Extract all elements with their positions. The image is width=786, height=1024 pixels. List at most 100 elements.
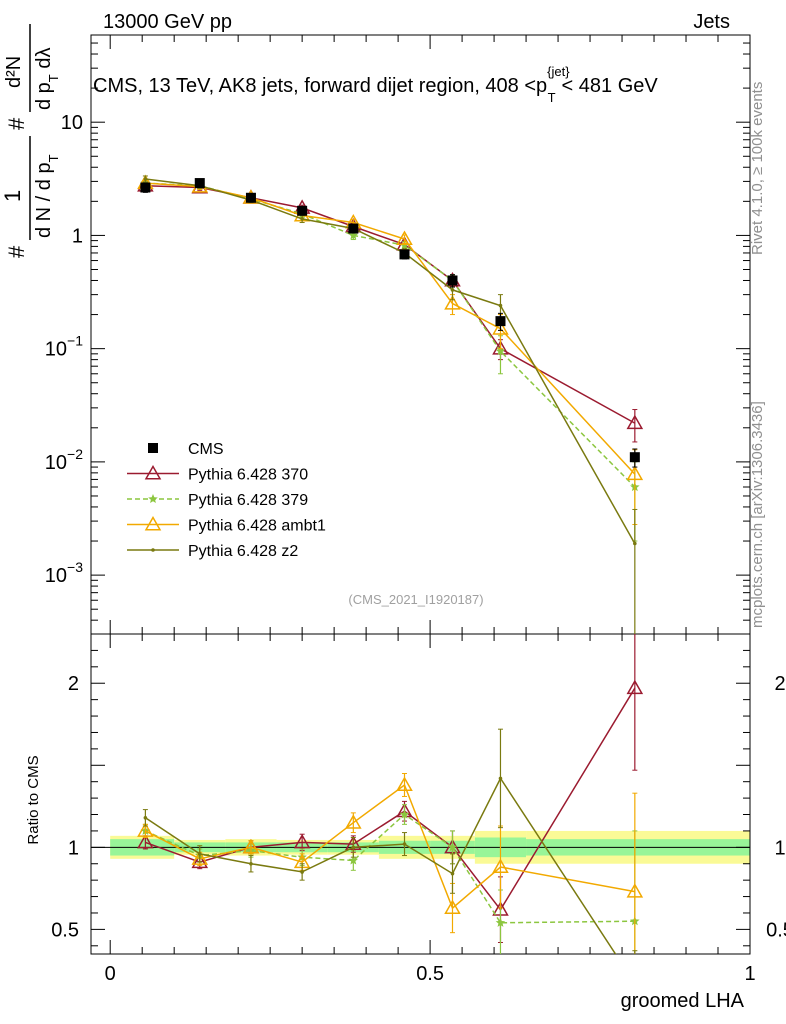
ratio-point-ambt1 [345,814,362,829]
ratio-point-p379 [447,842,458,852]
ratio-point-p370 [137,833,154,849]
main-ytick-label: 1 [72,225,83,247]
legend-item-z2: Pythia 6.428 z2 [127,543,298,560]
main-point-p379 [348,230,359,240]
svg-text:#: # [4,117,29,130]
main-point-p379 [495,346,506,356]
legend-item-p370: Pythia 6.428 370 [127,464,308,484]
header-right: Jets [693,11,730,33]
axis-ticks: 10−3 10−2 10−1 1 10 0 0.5 1 0.5 0.5 1 1 2 2 [45,35,786,985]
ratio-series-z2 [142,728,638,986]
ratio-point-p379 [399,809,410,819]
legend-marker-data [148,443,158,453]
main-point-data [140,182,151,193]
svg-text:d N / d pT: d N / d pT [33,154,61,238]
ratio-point-z2 [300,870,304,874]
ratio-point-z2 [143,815,148,820]
ratio-ytick-label-right: 0.5 [766,919,786,941]
main-point-z2 [143,177,148,181]
main-point-data [194,178,205,189]
main-point-z2 [633,541,637,546]
legend: CMS Pythia 6.428 370 Pythia 6.428 379 Pythi… [127,441,326,560]
mcplots-label: mcplots.cern.ch [arXiv:1306.3436] [749,401,766,628]
main-series-p370 [137,177,644,443]
ratio-panel-frame [90,633,751,955]
ratio-point-ambt1 [396,776,413,791]
legend-label-z2: Pythia 6.428 z2 [188,543,298,560]
legend-marker-ambt1 [144,515,162,531]
ratio-point-ambt1 [444,899,461,915]
ratio-point-z2 [498,776,503,781]
main-line-ambt1 [145,182,636,475]
legend-item-p379: Pythia 6.428 379 [127,492,308,509]
main-point-data [245,192,256,203]
ratio-line-p379 [145,813,635,924]
main-point-data [399,249,410,260]
main-point-ambt1 [626,465,644,481]
rivet-label: Rivet 4.1.0, ≥ 100k events [749,82,766,255]
ratio-ylabel: Ratio to CMS [25,755,42,844]
ratio-point-z2 [402,842,407,846]
main-point-z2 [498,303,503,308]
legend-marker-p370 [144,464,162,480]
main-series-data [140,178,640,468]
ratio-point-z2 [249,861,253,866]
main-point-z2 [300,217,304,221]
ratio-point-z2 [197,852,202,856]
ratio-point-ambt1 [242,838,260,854]
main-ytick-label: 10−3 [45,559,83,587]
ratio-ytick-label-right: 2 [774,673,785,695]
main-point-ambt1 [492,320,509,335]
main-point-ambt1 [444,295,461,310]
svg-text:1: 1 [0,190,25,202]
main-point-ambt1 [396,230,413,245]
legend-marker-z2 [151,548,155,552]
main-point-data [348,223,359,234]
ratio-point-ambt1 [492,858,509,874]
ratio-ytick-label: 0.5 [51,919,79,941]
ratio-point-p379 [495,917,506,927]
ratio-series-ambt1 [137,772,644,954]
legend-marker-p379 [148,494,158,503]
ratio-xtick-label: 1 [744,963,755,985]
legend-label-ambt1: Pythia 6.428 ambt1 [188,518,326,535]
legend-label-data: CMS [188,441,224,458]
svg-text:d pT dλ: d pT dλ [33,48,61,110]
ratio-point-z2 [633,982,637,986]
ratio-point-ambt1 [137,822,154,837]
main-point-z2 [450,288,455,292]
ratio-point-p379 [348,855,359,865]
main-point-data [447,275,458,286]
legend-label-p379: Pythia 6.428 379 [188,492,308,509]
ratio-point-z2 [351,845,356,850]
svg-text:#: # [4,245,29,258]
legend-item-ambt1: Pythia 6.428 ambt1 [127,515,326,535]
ratio-series-group [137,634,644,986]
main-line-p370 [145,184,636,424]
ratio-point-ambt1 [626,883,644,898]
main-ylabel: # 1 d N / d pT # d²N d pT dλ [0,24,61,258]
xlabel: groomed LHA [621,990,745,1012]
ratio-xtick-label: 0.5 [416,963,444,985]
ratio-point-ambt1 [191,850,209,865]
main-point-p370 [626,414,644,430]
svg-text:d²N: d²N [3,56,25,88]
main-ytick-label: 10−1 [45,333,83,361]
main-point-data [495,316,506,327]
ratio-point-p370 [293,833,311,849]
main-point-data [297,205,308,216]
ratio-line-p370 [145,687,636,912]
ratio-xtick-label: 0 [105,963,116,985]
chart-title: CMS, 13 TeV, AK8 jets, forward dijet reg… [93,64,658,105]
main-ytick-label: 10−2 [45,446,83,474]
ratio-ytick-label: 1 [68,837,79,859]
main-point-data [629,452,640,463]
header-left: 13000 GeV pp [103,11,232,33]
ratio-point-p370 [191,853,209,869]
legend-label-p370: Pythia 6.428 370 [188,467,308,484]
ratio-point-p370 [626,679,644,695]
ratio-point-z2 [450,871,455,876]
main-series-group [137,174,644,634]
legend-item-data: CMS [148,441,224,458]
analysis-id: (CMS_2021_I1920187) [348,592,483,607]
